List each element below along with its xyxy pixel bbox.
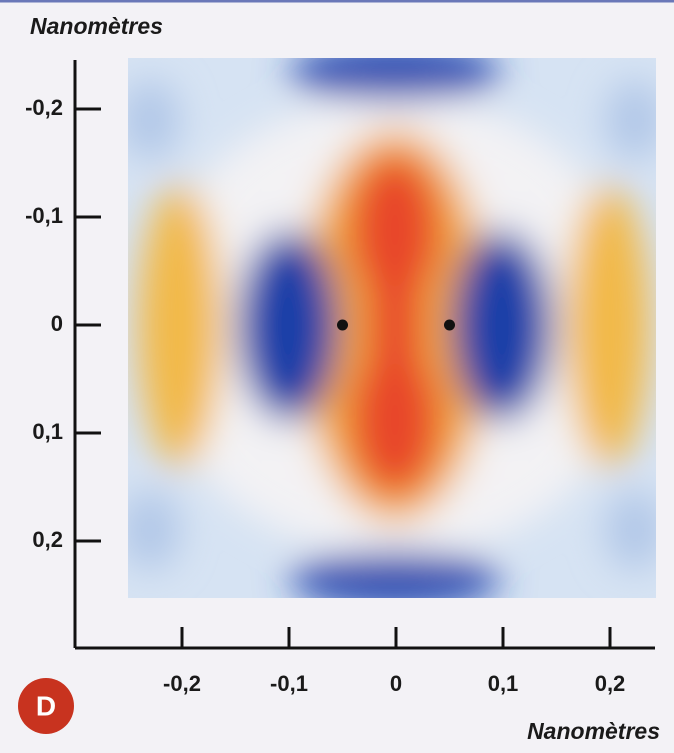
field-map bbox=[128, 58, 656, 598]
x-tick-label: 0,1 bbox=[488, 671, 519, 696]
point bbox=[444, 319, 455, 331]
point bbox=[337, 319, 348, 331]
badge-circle bbox=[18, 678, 74, 734]
y-axis-title: Nanomètres bbox=[30, 13, 163, 39]
y-tick-label: -0,2 bbox=[25, 95, 63, 120]
y-tick-label: -0,1 bbox=[25, 203, 63, 228]
y-tick-label: 0,2 bbox=[32, 527, 63, 552]
x-tick-label: 0,2 bbox=[595, 671, 626, 696]
x-tick-label: -0,2 bbox=[163, 671, 201, 696]
y-tick-label: 0 bbox=[51, 311, 63, 336]
x-axis-title: Nanomètres bbox=[527, 718, 660, 744]
x-tick-label: 0 bbox=[390, 671, 402, 696]
x-tick-label: -0,1 bbox=[270, 671, 308, 696]
badge: D bbox=[36, 690, 56, 721]
y-tick-label: 0,1 bbox=[32, 419, 63, 444]
